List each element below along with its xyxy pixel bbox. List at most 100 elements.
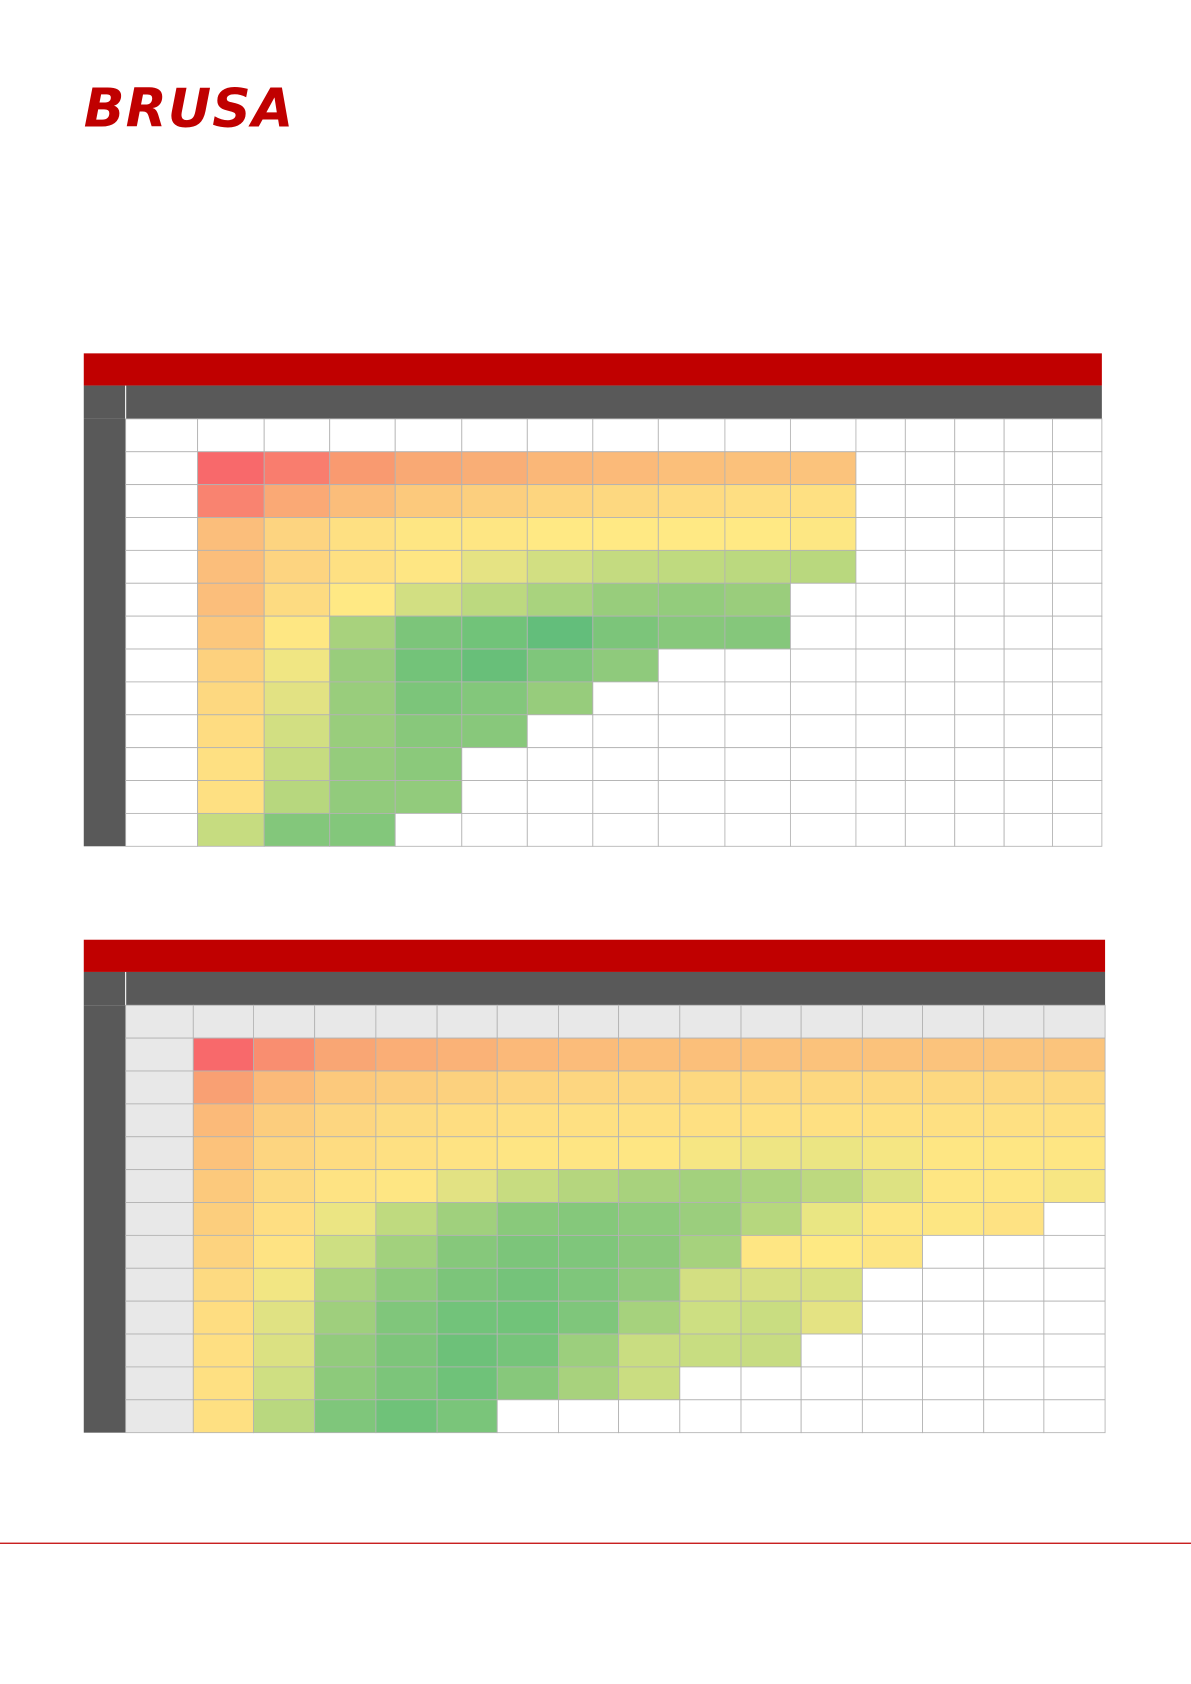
table-cell bbox=[394, 714, 463, 749]
table-cell bbox=[983, 1366, 1045, 1401]
table-cell bbox=[740, 1202, 802, 1236]
table-cell bbox=[329, 747, 396, 781]
table-cell bbox=[800, 1267, 863, 1302]
table-cell bbox=[263, 615, 331, 650]
table-cell bbox=[954, 681, 1005, 716]
table-cell bbox=[724, 582, 791, 617]
table-cell bbox=[983, 1399, 1045, 1434]
table-cell bbox=[618, 1169, 681, 1203]
table-cell bbox=[855, 615, 906, 650]
table-cell bbox=[197, 714, 265, 749]
table-cell bbox=[922, 1004, 985, 1039]
table-cell bbox=[263, 681, 331, 716]
table-cell bbox=[800, 1037, 863, 1072]
table-cell bbox=[789, 714, 857, 749]
table-cell bbox=[253, 1366, 316, 1401]
table-cell bbox=[983, 1136, 1045, 1171]
table-cell bbox=[789, 648, 857, 683]
table-cell bbox=[904, 615, 956, 650]
table-cell bbox=[1003, 615, 1053, 650]
table-cell bbox=[192, 1202, 254, 1236]
table-cell bbox=[496, 1333, 559, 1368]
table-cell bbox=[954, 549, 1005, 584]
table-cell bbox=[192, 1267, 254, 1302]
table-cell bbox=[657, 582, 726, 617]
table-cell bbox=[192, 1070, 254, 1105]
table-cell bbox=[436, 1234, 498, 1269]
table-cell bbox=[983, 1103, 1045, 1138]
table-cell bbox=[253, 1037, 316, 1072]
table-cell bbox=[954, 451, 1005, 486]
table-cell bbox=[436, 1202, 498, 1236]
table-cell bbox=[375, 1037, 438, 1072]
table-cell bbox=[253, 1070, 316, 1105]
table-cell bbox=[740, 1366, 802, 1401]
table-cell bbox=[740, 1004, 802, 1039]
table-cell bbox=[724, 418, 791, 453]
table-cell bbox=[1052, 582, 1103, 617]
table-cell bbox=[1052, 812, 1103, 847]
table-cell bbox=[192, 1136, 254, 1171]
table-cell bbox=[861, 1004, 923, 1039]
table-cell bbox=[592, 582, 659, 617]
table-cell bbox=[253, 1267, 316, 1302]
table-cell bbox=[197, 681, 265, 716]
table-cell bbox=[740, 1169, 802, 1203]
table-cell bbox=[558, 1300, 620, 1335]
table-cell bbox=[394, 418, 463, 453]
table-cell bbox=[618, 1070, 681, 1105]
table-cell bbox=[679, 1234, 742, 1269]
table-cell bbox=[855, 418, 906, 453]
table-cell bbox=[192, 1004, 254, 1039]
table-cell bbox=[394, 451, 463, 486]
table-cell bbox=[125, 648, 199, 683]
table-cell bbox=[789, 780, 857, 814]
table-cell bbox=[526, 484, 594, 518]
table-cell bbox=[724, 549, 791, 584]
table-cell bbox=[983, 1267, 1045, 1302]
table-cell bbox=[724, 780, 791, 814]
table-cell bbox=[861, 1267, 923, 1302]
table-cell bbox=[679, 1169, 742, 1203]
table-cell bbox=[558, 1070, 620, 1105]
table-cell bbox=[904, 484, 956, 518]
table-cell bbox=[461, 812, 528, 847]
table-cell bbox=[314, 1333, 377, 1368]
table-cell bbox=[740, 1234, 802, 1269]
table-cell bbox=[125, 1333, 194, 1368]
table-cell bbox=[1003, 418, 1053, 453]
table-cell bbox=[526, 714, 594, 749]
table-cell bbox=[329, 582, 396, 617]
table-cell bbox=[855, 812, 906, 847]
table-cell bbox=[125, 1202, 194, 1236]
table-cell bbox=[679, 1300, 742, 1335]
table-cell bbox=[904, 418, 956, 453]
table-cell bbox=[904, 747, 956, 781]
table-cell bbox=[558, 1202, 620, 1236]
table-cell bbox=[789, 517, 857, 551]
table-cell bbox=[314, 1399, 377, 1434]
table-cell bbox=[855, 714, 906, 749]
table-cell bbox=[592, 517, 659, 551]
table-cell bbox=[789, 615, 857, 650]
table-cell bbox=[314, 1004, 377, 1039]
table-cell bbox=[253, 1333, 316, 1368]
table-cell bbox=[954, 648, 1005, 683]
table-cell bbox=[1003, 484, 1053, 518]
table-cell bbox=[329, 780, 396, 814]
table-cell bbox=[789, 549, 857, 584]
table-cell bbox=[329, 681, 396, 716]
table-cell bbox=[724, 484, 791, 518]
table-cell bbox=[375, 1399, 438, 1434]
table-cell bbox=[125, 1037, 194, 1072]
table-cell bbox=[461, 714, 528, 749]
table-cell bbox=[922, 1399, 985, 1434]
table-cell bbox=[197, 451, 265, 486]
table-cell bbox=[125, 812, 199, 847]
table-cell bbox=[592, 484, 659, 518]
table-cell bbox=[954, 812, 1005, 847]
table-cell bbox=[1003, 582, 1053, 617]
table-cell bbox=[983, 1234, 1045, 1269]
table-cell bbox=[618, 1136, 681, 1171]
